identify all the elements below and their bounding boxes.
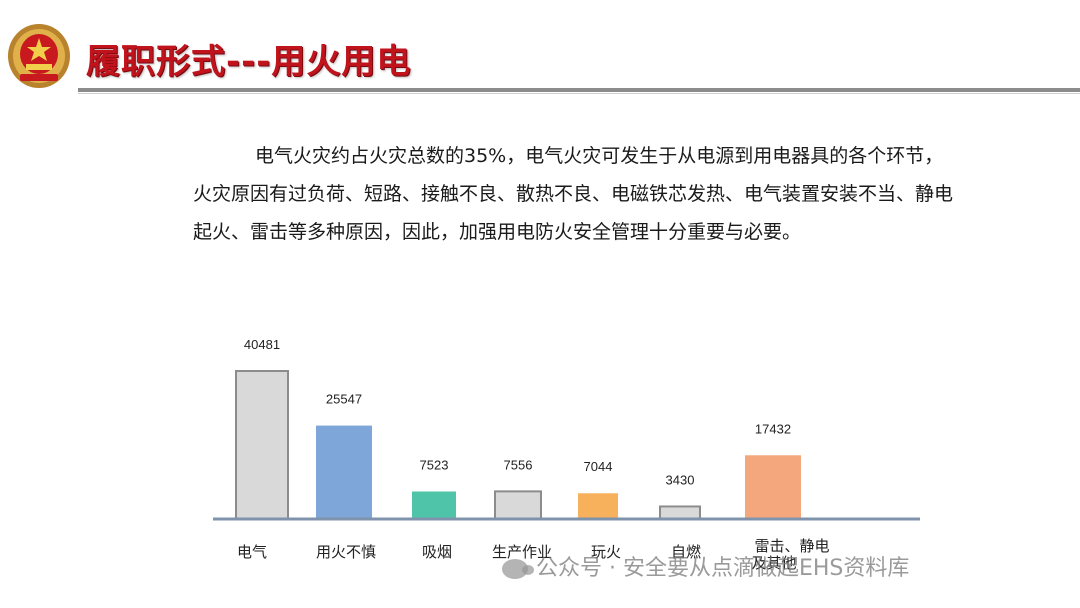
header-divider-thin [78,93,1080,94]
data-label-6: 17432 [755,421,791,436]
police-emblem-icon [8,24,70,88]
watermark-text: 公众号 · 安全要从点滴做起EHS资料库 [536,556,910,581]
intro-paragraph: 电气火灾约占火灾总数的35%，电气火灾可发生于从电源到用电器具的各个环节，火灾原… [193,145,954,243]
bar-4 [578,493,618,519]
category-label-0: 电气 [237,543,267,561]
category-label-1: 用火不慎 [316,543,376,561]
bar-5 [659,505,701,521]
data-label-4: 7044 [584,459,613,474]
data-label-5: 3430 [666,472,695,487]
bar-3 [494,490,542,521]
page-title: 履职形式---用火用电 [86,42,412,82]
category-label-2: 吸烟 [422,543,452,561]
bar-0 [235,370,289,520]
bar-1 [316,425,372,519]
wechat-icon [502,559,534,579]
header-divider [78,88,1080,92]
data-label-3: 7556 [504,457,533,472]
category-label-5: 自燃 [671,543,701,561]
bar-2 [412,491,456,519]
bar-6 [745,455,801,519]
slide-header: 履职形式---用火用电 [0,0,1080,108]
category-label-4: 玩火 [591,543,621,561]
category-label-3: 生产作业 [492,543,552,561]
category-label-6: 雷击、静电及其他 [751,537,829,572]
data-label-2: 7523 [420,457,449,472]
data-label-0: 40481 [244,337,280,352]
data-label-1: 25547 [326,392,362,407]
watermark: 公众号 · 安全要从点滴做起EHS资料库 [502,550,909,582]
